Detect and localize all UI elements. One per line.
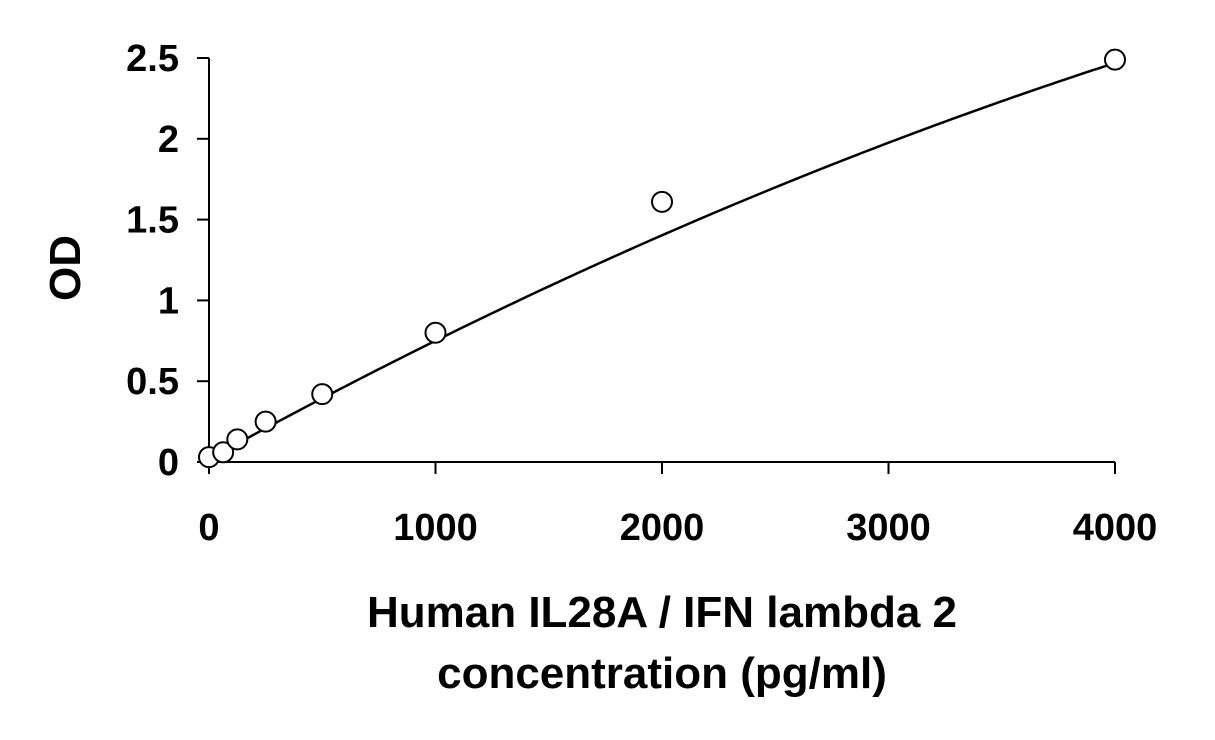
- data-point: [311, 383, 334, 406]
- x-tick-label: 3000: [846, 507, 931, 549]
- data-point: [651, 190, 673, 213]
- plot-area: 0 0.5 1 1.5 2 2.5 0 1000 2000 3000 4000: [126, 38, 1157, 549]
- data-point: [1104, 48, 1126, 71]
- x-ticks: [208, 462, 1116, 474]
- y-axis-title: OD: [41, 235, 90, 301]
- x-tick-labels: 0 1000 2000 3000 4000: [198, 507, 1157, 549]
- x-tick-label: 2000: [620, 507, 705, 549]
- y-tick-label: 2.5: [126, 38, 179, 80]
- x-tick-label: 4000: [1073, 507, 1158, 549]
- x-tick-label: 1000: [393, 507, 478, 549]
- y-tick-label: 0: [158, 442, 179, 484]
- y-tick-label: 2: [158, 119, 179, 161]
- data-point: [424, 321, 447, 344]
- x-axis-title-line2: concentration (pg/ml): [437, 649, 887, 698]
- y-tick-label: 1.5: [126, 200, 179, 242]
- data-point: [226, 428, 249, 451]
- y-ticks: [197, 57, 209, 463]
- data-points: [198, 48, 1126, 469]
- y-tick-label: 0.5: [126, 361, 179, 403]
- y-tick-labels: 0 0.5 1 1.5 2 2.5: [126, 38, 179, 484]
- x-axis-title: Human IL28A / IFN lambda 2: [367, 588, 957, 637]
- fit-curve-line: [208, 61, 1116, 461]
- data-point: [254, 410, 277, 433]
- x-tick-label: 0: [198, 507, 219, 549]
- y-tick-label: 1: [158, 280, 179, 322]
- data-point: [212, 441, 235, 464]
